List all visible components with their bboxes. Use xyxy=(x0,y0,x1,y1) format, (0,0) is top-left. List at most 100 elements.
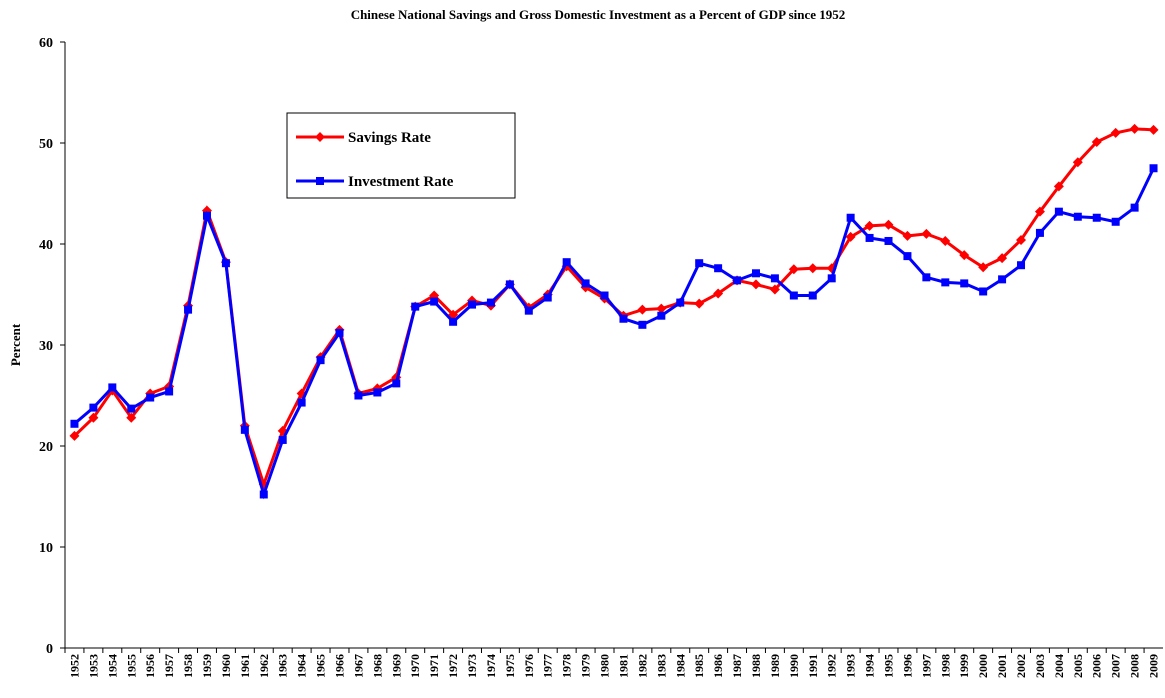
data-point xyxy=(165,387,174,396)
y-tick-label: 50 xyxy=(39,137,53,152)
data-point xyxy=(1073,212,1082,221)
data-point xyxy=(354,391,363,400)
data-point xyxy=(883,219,894,230)
data-point xyxy=(430,297,439,306)
data-point xyxy=(1149,164,1158,173)
y-tick-label: 40 xyxy=(39,238,53,253)
data-point xyxy=(88,412,99,423)
data-point xyxy=(221,259,230,268)
legend-label: Savings Rate xyxy=(348,130,431,146)
data-point xyxy=(146,393,155,402)
x-tick-label: 1991 xyxy=(806,654,820,678)
data-point xyxy=(600,291,609,300)
data-point xyxy=(1034,206,1045,217)
data-point xyxy=(676,298,685,307)
x-tick-label: 1959 xyxy=(200,654,214,678)
x-tick-label: 1955 xyxy=(124,654,138,678)
x-tick-label: 1994 xyxy=(863,654,877,678)
x-tick-label: 1986 xyxy=(711,654,725,678)
x-tick-label: 1952 xyxy=(67,654,81,678)
data-point xyxy=(1016,234,1027,245)
data-point xyxy=(373,388,382,397)
data-point xyxy=(922,273,931,282)
data-point xyxy=(468,300,477,309)
chart-title: Chinese National Savings and Gross Domes… xyxy=(351,7,846,22)
x-tick-label: 1998 xyxy=(938,654,952,678)
x-tick-label: 2009 xyxy=(1147,654,1161,678)
data-point xyxy=(921,228,932,239)
x-tick-label: 1973 xyxy=(465,654,479,678)
data-point xyxy=(1092,213,1101,222)
x-tick-label: 1984 xyxy=(673,654,687,678)
y-tick-label: 0 xyxy=(46,642,53,657)
x-tick-label: 2007 xyxy=(1109,654,1123,678)
data-point xyxy=(184,305,193,314)
x-tick-label: 1979 xyxy=(579,654,593,678)
x-tick-label: 1960 xyxy=(219,654,233,678)
data-point xyxy=(789,291,798,300)
x-tick-label: 1981 xyxy=(616,654,630,678)
data-point xyxy=(978,262,989,273)
data-point xyxy=(69,430,80,441)
data-point xyxy=(126,412,137,423)
y-tick-label: 60 xyxy=(39,36,53,51)
x-tick-label: 1983 xyxy=(654,654,668,678)
x-tick-label: 1957 xyxy=(162,654,176,678)
data-point xyxy=(638,320,647,329)
data-point xyxy=(240,425,249,434)
legend-box xyxy=(286,112,516,199)
x-tick-label: 1970 xyxy=(408,654,422,678)
x-tick-label: 1996 xyxy=(900,654,914,678)
x-tick-label: 1997 xyxy=(919,654,933,678)
data-point xyxy=(562,258,571,267)
data-point xyxy=(89,403,98,412)
data-point xyxy=(581,279,590,288)
data-point xyxy=(1072,157,1083,168)
data-point xyxy=(543,293,552,302)
series-line xyxy=(73,167,1155,500)
data-point xyxy=(884,236,893,245)
data-point xyxy=(1111,217,1120,226)
x-tick-label: 1974 xyxy=(484,654,498,678)
x-tick-label: 1961 xyxy=(238,654,252,678)
data-point xyxy=(770,274,779,283)
data-point xyxy=(769,284,780,295)
data-point xyxy=(505,280,514,289)
data-point xyxy=(940,235,951,246)
data-point xyxy=(960,279,969,288)
x-tick-label: 1964 xyxy=(295,654,309,678)
data-point xyxy=(846,213,855,222)
data-point xyxy=(127,404,136,413)
x-tick-label: 1978 xyxy=(560,654,574,678)
data-point xyxy=(827,274,836,283)
data-point xyxy=(997,253,1008,264)
data-point xyxy=(998,275,1007,284)
x-tick-label: 2000 xyxy=(976,654,990,678)
data-point xyxy=(449,317,458,326)
x-tick-label: 1989 xyxy=(768,654,782,678)
x-tick-label: 1962 xyxy=(257,654,271,678)
x-tick-label: 1990 xyxy=(787,654,801,678)
data-point xyxy=(619,314,628,323)
data-point xyxy=(979,287,988,296)
data-point xyxy=(1129,123,1140,134)
data-point xyxy=(713,288,724,299)
data-point xyxy=(903,252,912,261)
y-tick-label: 20 xyxy=(39,440,53,455)
data-point xyxy=(657,311,666,320)
data-point xyxy=(335,328,344,337)
x-tick-label: 1985 xyxy=(692,654,706,678)
data-point xyxy=(959,250,970,261)
data-point xyxy=(297,398,306,407)
data-point xyxy=(865,233,874,242)
data-point xyxy=(1053,181,1064,192)
data-point xyxy=(1017,261,1026,270)
x-tick-label: 2005 xyxy=(1071,654,1085,678)
data-point xyxy=(278,435,287,444)
data-point xyxy=(524,306,533,315)
x-tick-label: 1956 xyxy=(143,654,157,678)
legend-marker xyxy=(315,132,325,142)
data-point xyxy=(788,264,799,275)
x-tick-label: 2004 xyxy=(1052,654,1066,678)
